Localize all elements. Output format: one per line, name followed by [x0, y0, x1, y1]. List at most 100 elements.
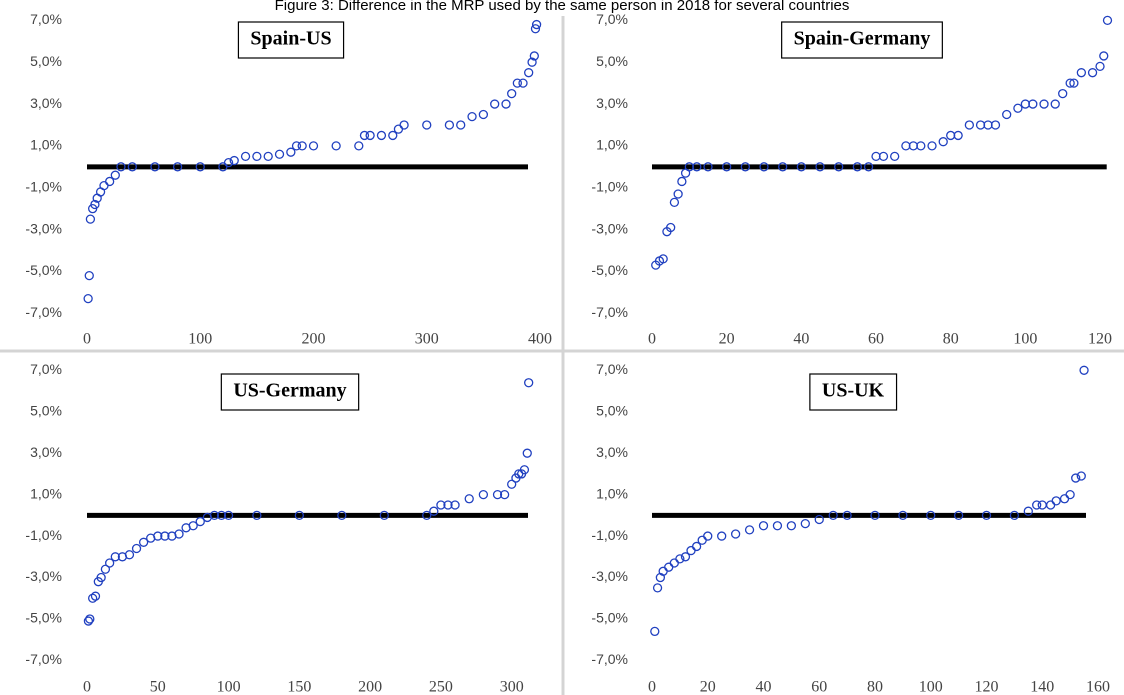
point	[666, 222, 676, 233]
x-tick-label: 100	[1013, 331, 1037, 348]
point	[852, 162, 862, 172]
y-tick-label: -5,0%	[591, 610, 628, 626]
point	[673, 189, 683, 199]
y-tick-label: 5,0%	[596, 402, 628, 418]
point	[778, 162, 788, 172]
point	[1013, 103, 1023, 113]
x-tick-label: 300	[500, 679, 524, 695]
point	[297, 141, 307, 151]
point	[650, 626, 660, 637]
x-tick-label: 50	[150, 679, 166, 695]
point	[209, 510, 220, 521]
point	[501, 99, 511, 109]
point	[691, 541, 702, 552]
y-tick-label: -3,0%	[25, 220, 62, 236]
point	[229, 155, 239, 166]
point	[870, 510, 880, 521]
y-tick-label: 1,0%	[596, 485, 628, 501]
point	[456, 120, 466, 130]
point	[675, 554, 685, 564]
point	[964, 120, 975, 130]
point	[1009, 510, 1020, 521]
point	[188, 521, 198, 531]
point	[388, 130, 398, 141]
x-tick-label: 60	[811, 679, 827, 695]
y-tick-label: -1,0%	[591, 178, 628, 194]
x-tick-label: 100	[919, 679, 943, 695]
point	[786, 521, 797, 531]
x-tick-label: 200	[302, 331, 326, 348]
point	[85, 214, 96, 224]
point	[703, 162, 713, 172]
x-tick-label: 120	[1088, 331, 1112, 348]
point	[953, 510, 964, 521]
point	[131, 543, 142, 554]
point	[294, 510, 304, 521]
x-tick-label: 250	[429, 679, 453, 695]
point	[124, 550, 135, 560]
point	[252, 510, 262, 521]
point	[1039, 99, 1049, 109]
x-tick-label: 20	[719, 331, 735, 348]
point	[116, 162, 126, 172]
y-tick-label: 3,0%	[596, 95, 628, 111]
point	[100, 564, 111, 574]
x-tick-label: 160	[1086, 679, 1110, 695]
x-tick-label: 0	[83, 331, 91, 348]
point	[216, 510, 227, 521]
y-tick-label: 3,0%	[30, 95, 62, 111]
point	[153, 531, 163, 541]
point	[1095, 61, 1105, 72]
x-tick-label: 400	[528, 331, 552, 348]
point	[422, 510, 432, 521]
point	[160, 531, 170, 541]
point	[744, 525, 755, 535]
point	[981, 510, 992, 521]
x-tick-label: 20	[700, 679, 716, 695]
x-tick-label: 0	[83, 679, 91, 695]
x-tick-label: 300	[415, 331, 439, 348]
x-tick-label: 100	[188, 331, 212, 348]
point	[814, 514, 824, 525]
point	[1050, 99, 1060, 109]
y-tick-label: 1,0%	[30, 137, 62, 153]
point	[429, 506, 439, 516]
point	[703, 531, 713, 541]
point	[522, 448, 532, 458]
point	[90, 199, 100, 210]
point	[1058, 88, 1068, 99]
x-tick-label: 0	[648, 679, 656, 695]
y-tick-label: 7,0%	[596, 11, 628, 27]
panel-title-box	[809, 373, 898, 411]
point	[110, 170, 120, 180]
point	[337, 510, 347, 521]
point	[490, 99, 500, 109]
y-tick-label: 5,0%	[30, 402, 62, 418]
point	[83, 293, 93, 304]
panel-title: US-UK	[822, 380, 885, 402]
point	[834, 162, 844, 172]
x-tick-label: 140	[1030, 679, 1054, 695]
point	[658, 254, 668, 264]
y-tick-label: -7,0%	[25, 304, 62, 320]
point	[240, 151, 251, 162]
point	[530, 24, 541, 34]
point	[85, 614, 95, 624]
point	[669, 197, 680, 208]
point	[464, 494, 474, 504]
point	[916, 141, 926, 151]
y-tick-label: -1,0%	[25, 178, 62, 194]
point	[519, 465, 530, 475]
point	[379, 510, 389, 521]
x-tick-label: 80	[943, 331, 959, 348]
point	[110, 552, 120, 562]
point	[527, 57, 537, 67]
y-tick-label: -3,0%	[25, 568, 62, 584]
point	[1028, 99, 1038, 109]
point	[740, 162, 750, 172]
point	[677, 176, 687, 187]
point	[195, 516, 205, 527]
point	[722, 162, 732, 172]
point	[1065, 78, 1075, 88]
